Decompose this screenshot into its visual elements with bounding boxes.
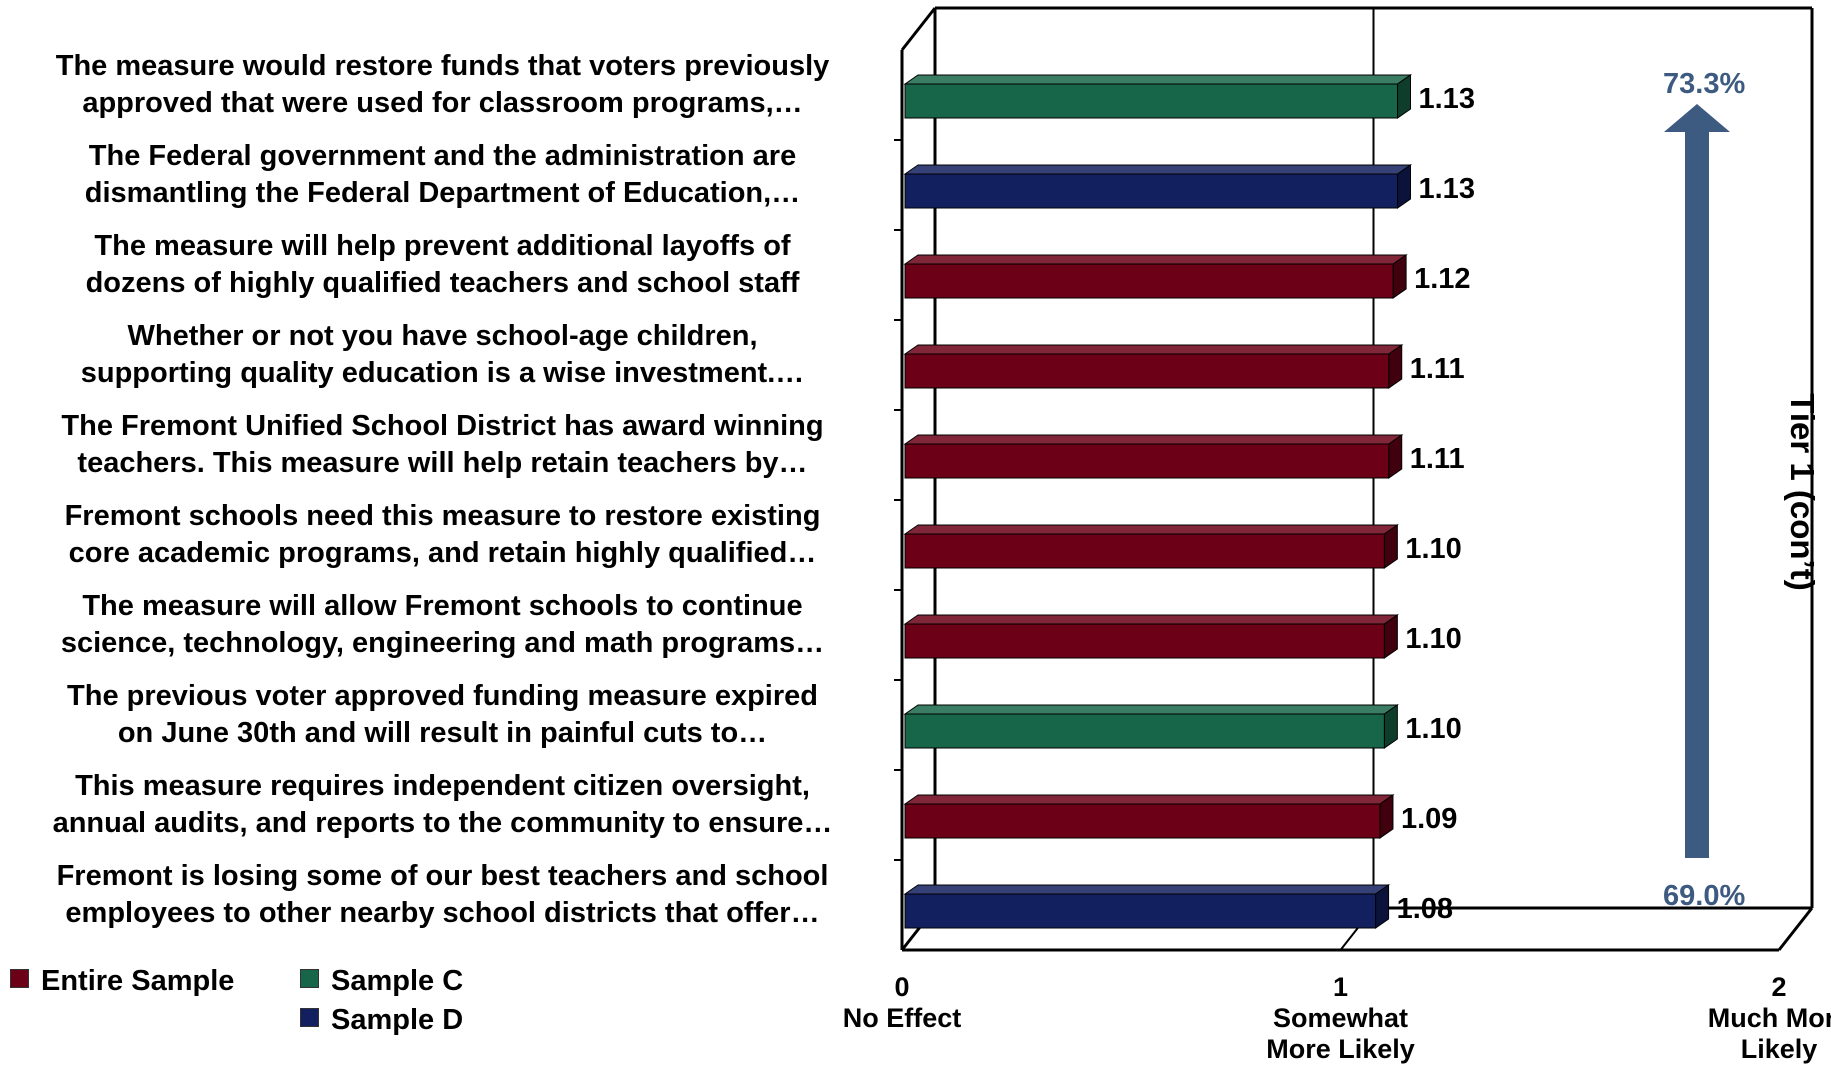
category-label: This measure requires independent citize… <box>52 770 833 839</box>
bar-front-face <box>904 713 1385 749</box>
bar-front-face <box>904 83 1399 119</box>
left-wall-top-edge <box>900 7 937 51</box>
bar-top-face <box>903 524 1399 535</box>
x-tick-label: 0 No Effect <box>842 972 962 1033</box>
range-arrow <box>1664 104 1730 858</box>
bar-top-face <box>903 254 1408 265</box>
bar <box>903 794 1395 839</box>
bar <box>903 254 1408 299</box>
bar-front-face <box>904 263 1394 299</box>
legend-label: Entire Sample <box>41 965 235 997</box>
data-label: 1.10 <box>1405 533 1462 565</box>
x-tick-label: 1 Somewhat More Likely <box>1266 972 1415 1064</box>
legend-label: Sample D <box>331 1004 464 1036</box>
bar-front-face <box>904 173 1399 209</box>
bar-top-face <box>903 884 1391 895</box>
data-label: 1.08 <box>1396 893 1454 925</box>
legend-item-sample-d: Sample D <box>300 1004 463 1037</box>
data-label: 1.13 <box>1418 173 1475 205</box>
bar <box>903 614 1399 659</box>
bar-front-face <box>904 443 1390 479</box>
legend-item-entire-sample: Entire Sample <box>10 965 234 998</box>
bar-top-face <box>903 794 1395 805</box>
tier-label: Tier 1 (con’t) <box>1784 393 1821 591</box>
data-label: 1.12 <box>1414 263 1471 295</box>
bar <box>903 74 1413 119</box>
bar-top-face <box>903 164 1413 175</box>
bar-front-face <box>904 353 1390 389</box>
category-label: The Fremont Unified School District has … <box>61 410 824 479</box>
legend-swatch <box>300 1008 319 1027</box>
legend-swatch <box>300 969 319 988</box>
bars-group <box>903 74 1413 929</box>
bar-top-face <box>903 74 1413 85</box>
category-label: Fremont schools need this measure to res… <box>64 500 821 569</box>
bar-front-face <box>904 803 1381 839</box>
bottom-percent-label: 69.0% <box>1663 880 1746 912</box>
bar-front-face <box>904 893 1377 929</box>
bar <box>903 524 1399 569</box>
data-label: 1.10 <box>1405 713 1462 745</box>
bar <box>903 344 1404 389</box>
top-percent-label: 73.3% <box>1663 68 1746 100</box>
data-label: 1.11 <box>1409 443 1465 475</box>
data-label: 1.09 <box>1400 803 1458 835</box>
data-label: 1.10 <box>1405 623 1462 655</box>
bar-top-face <box>903 344 1404 355</box>
category-label: Whether or not you have school-age child… <box>80 320 805 389</box>
bar-front-face <box>904 623 1385 659</box>
legend-item-sample-c: Sample C <box>300 965 463 998</box>
bar-front-face <box>904 533 1385 569</box>
category-label: The Federal government and the administr… <box>84 140 801 209</box>
legend-swatch <box>10 969 29 988</box>
category-label: The measure will help prevent additional… <box>85 230 800 299</box>
category-label: The measure will allow Fremont schools t… <box>60 590 825 659</box>
category-label: The measure would restore funds that vot… <box>55 50 830 119</box>
floor-right-edge <box>1777 907 1814 951</box>
data-label: 1.11 <box>1409 353 1465 385</box>
bar-top-face <box>903 614 1399 625</box>
bar <box>903 704 1399 749</box>
x-tick-label: 2 Much More Likely <box>1707 972 1831 1064</box>
legend-label: Sample C <box>331 965 464 997</box>
data-label: 1.13 <box>1418 83 1475 115</box>
bar <box>903 434 1404 479</box>
category-label: Fremont is losing some of our best teach… <box>56 860 829 929</box>
arrow-shaft <box>1685 130 1709 858</box>
bar-top-face <box>903 434 1404 445</box>
bar <box>903 164 1413 209</box>
category-label: The previous voter approved funding meas… <box>67 680 818 749</box>
bar-top-face <box>903 704 1399 715</box>
arrow-head <box>1664 104 1730 132</box>
bar <box>903 884 1391 929</box>
